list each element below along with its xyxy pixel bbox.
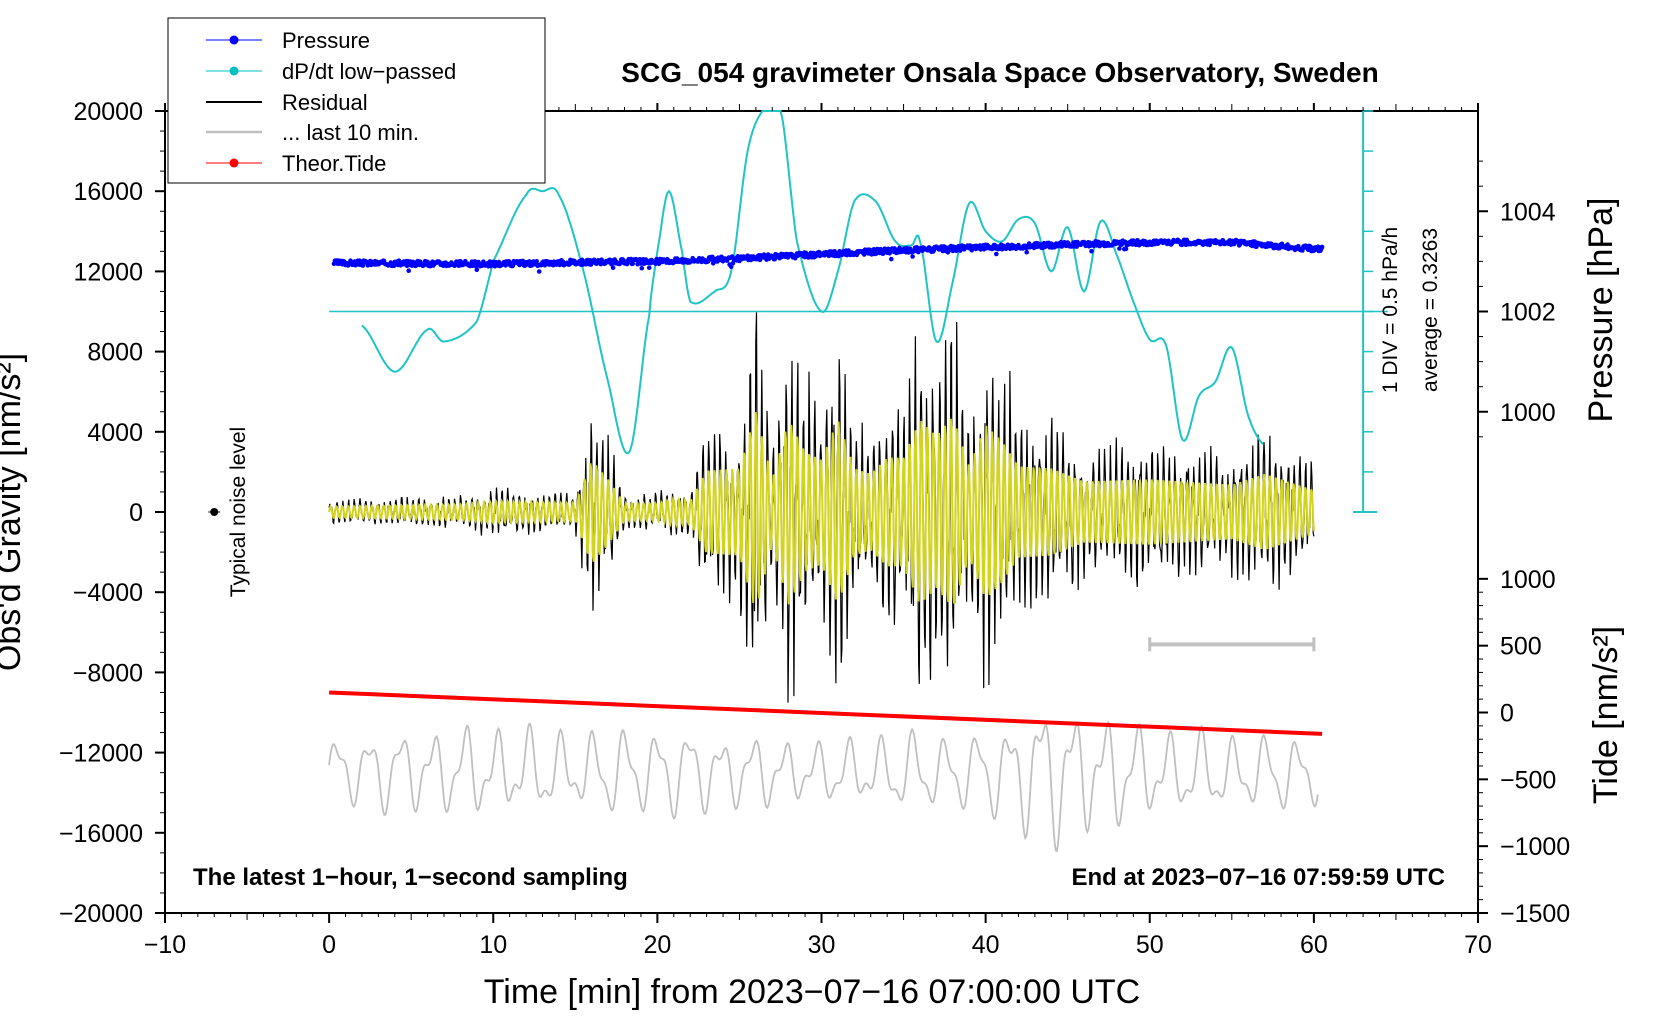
- y-tick-label: 8000: [87, 339, 143, 367]
- chart-title: SCG_054 gravimeter Onsala Space Observat…: [621, 57, 1378, 88]
- legend-marker: [229, 35, 239, 45]
- pressure-point: [610, 265, 616, 271]
- pressure-point: [910, 254, 915, 259]
- y-tick-label: 0: [129, 499, 143, 527]
- pressure-point: [889, 256, 894, 262]
- pressure-point: [474, 267, 480, 273]
- x-tick-label: 10: [479, 931, 507, 959]
- pressure-point: [994, 251, 999, 257]
- legend-box: [167, 17, 546, 184]
- pressure-point: [1089, 248, 1094, 254]
- pressure-point: [646, 265, 652, 271]
- x-tick-label: 50: [1136, 931, 1164, 959]
- x-tick-label: −10: [144, 931, 186, 959]
- theoretical-tide-line: [329, 690, 1323, 736]
- pressure-point: [609, 262, 614, 267]
- legend-marker: [229, 66, 239, 76]
- pressure-point: [425, 259, 430, 265]
- noise-level-marker: [210, 508, 219, 516]
- y-tick-label: −8000: [73, 659, 143, 687]
- noise-level-label: Typical noise level: [227, 427, 250, 597]
- pressure-axis-label: Pressure [hPa]: [1582, 198, 1620, 423]
- tide-tick-label: 0: [1500, 700, 1514, 728]
- pressure-tick-label: 1002: [1500, 299, 1556, 327]
- x-tick-label: 20: [643, 931, 671, 959]
- tide-tick-label: 1000: [1500, 566, 1556, 594]
- x-tick-label: 40: [972, 931, 1000, 959]
- tide-axis-label: Tide [nm/s²]: [1587, 626, 1625, 804]
- pressure-point: [517, 262, 522, 268]
- tide-tick-label: 500: [1500, 633, 1542, 661]
- legend: Pressure dP/dt low−passed Residual ... l…: [167, 17, 546, 184]
- tide-tick-label: −1500: [1500, 900, 1570, 928]
- pressure-point: [730, 261, 736, 266]
- pressure-series: [331, 237, 1325, 274]
- dpdt-div-label: 1 DIV = 0.5 hPa/h: [1379, 227, 1402, 393]
- legend-label-residual: Residual: [282, 90, 368, 115]
- pressure-point: [637, 257, 643, 262]
- pressure-tick-label: 1000: [1500, 399, 1556, 427]
- tide-tick-label: −500: [1500, 766, 1556, 794]
- last10-series-line: [328, 720, 1319, 853]
- y-tick-label: 20000: [73, 98, 143, 126]
- dpdt-average-label: average = 0.3263: [1419, 228, 1442, 392]
- pressure-point: [1319, 244, 1325, 250]
- pressure-point: [536, 269, 542, 274]
- pressure-point: [1024, 249, 1029, 255]
- pressure-point: [867, 247, 873, 253]
- series-layer: [208, 110, 1388, 853]
- x-tick-label: 0: [322, 931, 336, 959]
- pressure-point: [1123, 246, 1129, 252]
- y-tick-label: −4000: [73, 579, 143, 607]
- x-tick-label: 60: [1300, 931, 1328, 959]
- pressure-tick-label: 1004: [1500, 198, 1556, 226]
- pressure-point: [406, 268, 412, 274]
- pressure-point: [534, 259, 539, 264]
- x-axis-label: Time [min] from 2023−07−16 07:00:00 UTC: [484, 973, 1140, 1011]
- y-tick-label: 12000: [73, 258, 143, 286]
- tide-tick-label: −1000: [1500, 833, 1570, 861]
- legend-label-pressure: Pressure: [282, 28, 370, 53]
- axis-layer: −10 0 10 20 30 40 50 60 70 20000 16000 12000 8000 400…: [59, 98, 1570, 959]
- pressure-point: [630, 261, 636, 266]
- legend-label-dpdt: dP/dt low−passed: [282, 59, 456, 84]
- pressure-point: [639, 265, 645, 271]
- y-tick-label: 4000: [87, 419, 143, 447]
- pressure-point: [1300, 248, 1305, 253]
- y-tick-label: −12000: [59, 740, 143, 768]
- x-tick-label: 30: [808, 931, 836, 959]
- legend-label-tide: Theor.Tide: [282, 151, 386, 176]
- sampling-caption: The latest 1−hour, 1−second sampling: [193, 864, 628, 891]
- y-tick-label: −20000: [59, 900, 143, 928]
- y-tick-label: 16000: [73, 178, 143, 206]
- pressure-point: [728, 264, 734, 270]
- y-axis-label: Obs'd Gravity [nm/s²]: [0, 353, 28, 671]
- residual-filtered-line: [328, 412, 1315, 605]
- legend-marker: [229, 158, 239, 168]
- x-tick-label: 70: [1464, 931, 1492, 959]
- y-tick-label: −16000: [59, 820, 143, 848]
- pressure-point: [1117, 246, 1122, 251]
- end-time-caption: End at 2023−07−16 07:59:59 UTC: [1071, 864, 1445, 891]
- legend-label-last10: ... last 10 min.: [282, 120, 419, 145]
